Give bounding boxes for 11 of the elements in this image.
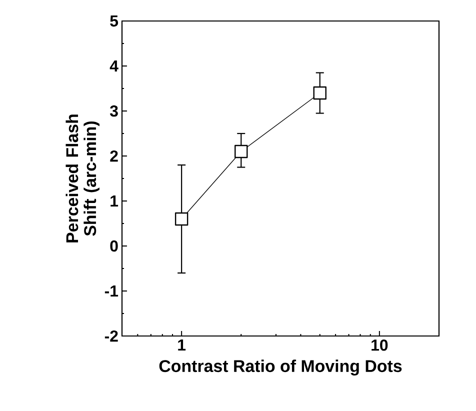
y-tick-label: 3 [110,105,118,117]
y-tick-label: 4 [110,60,118,72]
y-tick-label: -1 [104,286,118,296]
x-tick-label: 10 [372,340,388,351]
x-axis-title: Contrast Ratio of Moving Dots [159,360,402,376]
y-tick-label: 2 [110,150,118,162]
y-tick-label: 5 [110,15,118,27]
y-axis-title: Perceived Flash Shift (arc-min) [66,114,100,242]
y-tick-label: 1 [110,196,118,206]
y-tick-label: 0 [110,240,118,252]
y-tick-label: -2 [104,330,118,342]
